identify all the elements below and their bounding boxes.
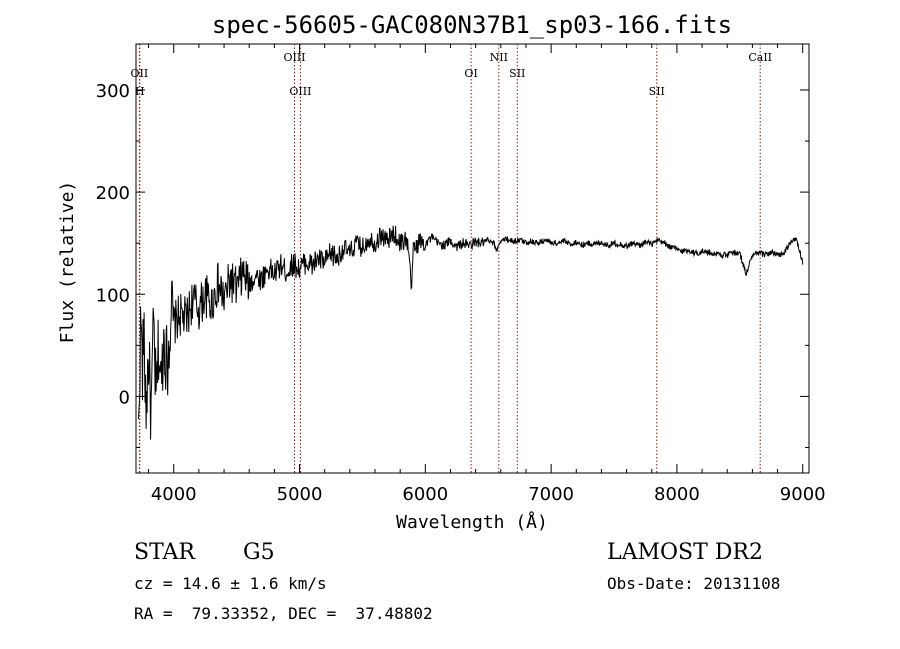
line-marker-label-4: OI: [464, 67, 477, 80]
line-marker-label-5: NII: [490, 51, 508, 64]
x-tick-label: 5000: [277, 484, 323, 505]
plot-frame: [135, 43, 810, 474]
axis-ticks: 4000 5000 6000 7000 8000 9000 0 100 200 300: [96, 44, 826, 505]
x-tick-label: 8000: [654, 484, 700, 505]
line-marker-label-7: SII: [649, 85, 665, 98]
line-marker-label-1: H: [135, 85, 145, 98]
x-tick-label: 7000: [528, 484, 574, 505]
line-marker-label-6: SII: [509, 67, 525, 80]
survey-name: LAMOST DR2: [607, 540, 763, 565]
y-axis-label: Flux (relative): [57, 181, 78, 344]
y-tick-label: 100: [96, 285, 130, 306]
x-axis-label: Wavelength (Å): [396, 511, 548, 533]
coordinates-text: RA = 79.33352, DEC = 37.48802: [134, 604, 433, 623]
redshift-text: cz = 14.6 ± 1.6 km/s: [134, 574, 327, 593]
chart-title: spec-56605-GAC080N37B1_sp03-166.fits: [212, 11, 732, 39]
object-class: STAR: [134, 540, 195, 565]
x-tick-label: 4000: [151, 484, 197, 505]
x-tick-label: 6000: [402, 484, 448, 505]
subclass: G5: [243, 540, 275, 565]
spectrum-line: [138, 225, 804, 440]
y-tick-label: 0: [119, 387, 130, 408]
x-tick-label: 9000: [780, 484, 826, 505]
line-marker-label-8: CaII: [748, 51, 772, 64]
emission-line-markers: OIIHOIIIOIIIOINIISIISIICaII: [131, 44, 772, 473]
y-tick-label: 300: [96, 81, 130, 102]
obs-date-text: Obs-Date: 20131108: [607, 574, 781, 593]
line-marker-label-3: OIII: [289, 85, 311, 98]
y-tick-label: 200: [96, 183, 130, 204]
line-marker-label-2: OIII: [283, 51, 305, 64]
